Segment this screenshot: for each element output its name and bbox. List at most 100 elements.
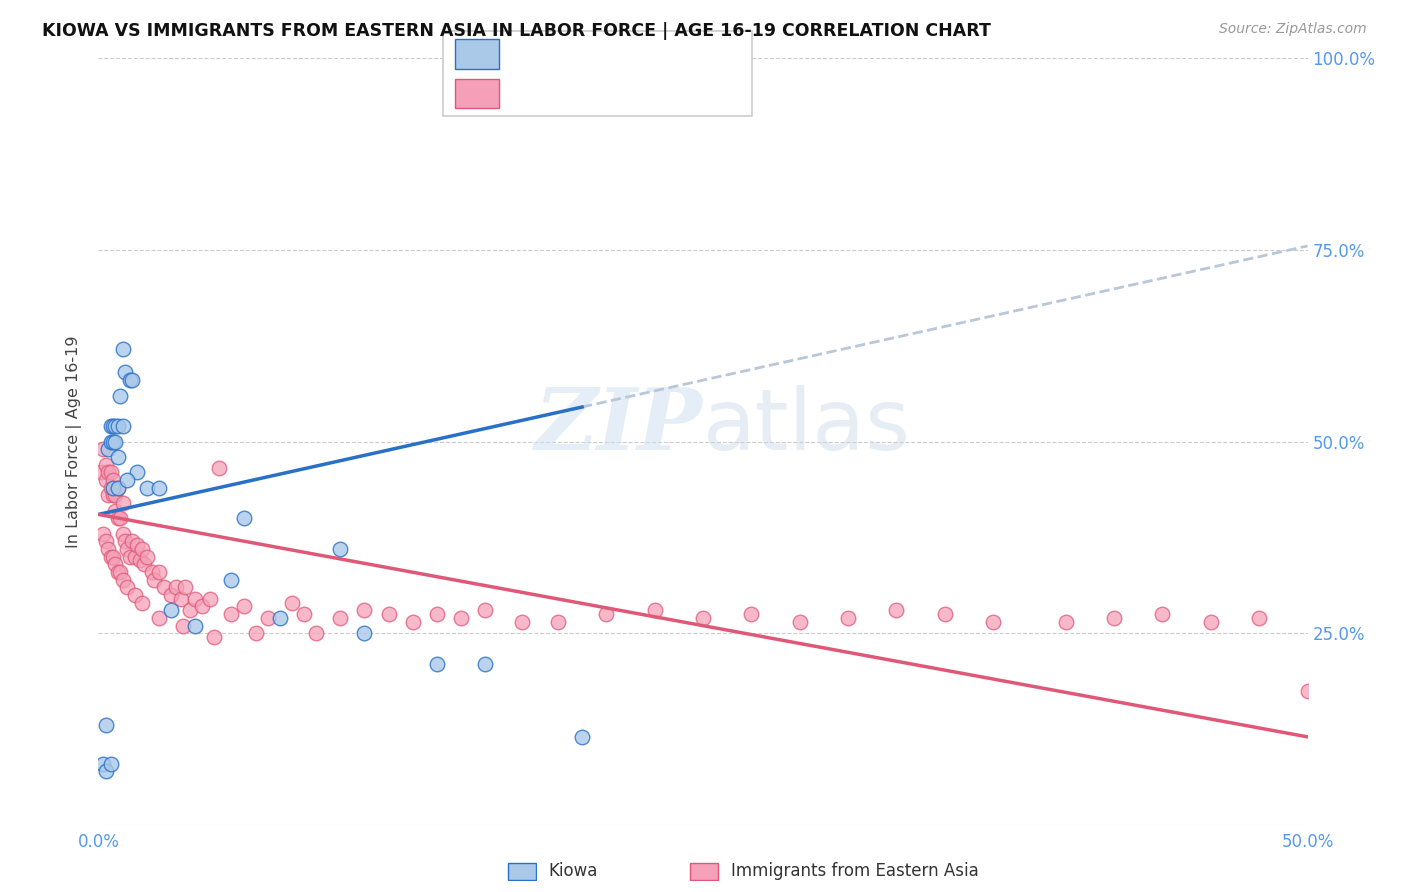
Point — [104, 434, 127, 449]
Point — [94, 764, 117, 779]
Point — [108, 565, 131, 579]
Point — [114, 366, 136, 380]
Point — [117, 541, 139, 556]
Point — [101, 488, 124, 502]
Point — [135, 549, 157, 564]
Point — [1249, 611, 1271, 625]
Point — [104, 503, 127, 517]
Point — [886, 603, 908, 617]
Point — [118, 549, 141, 564]
Point — [141, 565, 163, 579]
Point — [107, 481, 129, 495]
Point — [1152, 607, 1174, 621]
Point — [191, 599, 214, 614]
Point — [101, 473, 124, 487]
Point — [121, 534, 143, 549]
Point — [111, 419, 134, 434]
Point — [547, 615, 569, 629]
Point — [148, 481, 170, 495]
Text: ZIP: ZIP — [536, 384, 703, 468]
Point — [131, 541, 153, 556]
Point — [160, 603, 183, 617]
Point — [101, 481, 124, 495]
Point — [281, 596, 304, 610]
Point — [111, 496, 134, 510]
Point — [934, 607, 956, 621]
FancyBboxPatch shape — [443, 31, 752, 116]
Point — [148, 565, 170, 579]
Point — [160, 588, 183, 602]
Point — [981, 615, 1004, 629]
Point — [426, 607, 449, 621]
Point — [94, 718, 117, 732]
Text: KIOWA VS IMMIGRANTS FROM EASTERN ASIA IN LABOR FORCE | AGE 16-19 CORRELATION CHA: KIOWA VS IMMIGRANTS FROM EASTERN ASIA IN… — [42, 22, 991, 40]
Point — [353, 626, 375, 640]
Point — [208, 461, 231, 475]
Point — [474, 657, 496, 671]
Point — [510, 615, 533, 629]
Point — [232, 599, 254, 614]
Point — [107, 565, 129, 579]
Point — [91, 526, 114, 541]
Point — [135, 481, 157, 495]
Point — [426, 657, 449, 671]
Point — [97, 442, 120, 457]
Text: R = -0.691   N = 87: R = -0.691 N = 87 — [510, 85, 682, 103]
Point — [1054, 615, 1077, 629]
Point — [108, 388, 131, 402]
Point — [104, 419, 127, 434]
Point — [571, 730, 593, 744]
Point — [100, 481, 122, 495]
Point — [232, 511, 254, 525]
Point — [1199, 615, 1222, 629]
Point — [108, 511, 131, 525]
Text: atlas: atlas — [703, 384, 911, 467]
Point — [107, 450, 129, 464]
Point — [117, 473, 139, 487]
Point — [121, 373, 143, 387]
Point — [91, 442, 114, 457]
Point — [90, 465, 112, 479]
Point — [644, 603, 666, 617]
Point — [245, 626, 267, 640]
Point — [124, 588, 146, 602]
Point — [1296, 684, 1319, 698]
Point — [124, 549, 146, 564]
Point — [97, 465, 120, 479]
Point — [789, 615, 811, 629]
Point — [97, 488, 120, 502]
Point — [111, 343, 134, 357]
Point — [143, 573, 166, 587]
Point — [107, 481, 129, 495]
Point — [377, 607, 399, 621]
Point — [94, 458, 117, 472]
Text: R =  0.198   N = 35: R = 0.198 N = 35 — [510, 45, 681, 62]
Point — [450, 611, 472, 625]
Point — [91, 756, 114, 771]
Bar — [456, 78, 499, 108]
Point — [107, 419, 129, 434]
Point — [104, 558, 127, 572]
Point — [474, 603, 496, 617]
Point — [100, 465, 122, 479]
Point — [100, 419, 122, 434]
Point — [305, 626, 328, 640]
Point — [269, 611, 291, 625]
Point — [221, 573, 243, 587]
Point — [292, 607, 315, 621]
Point — [692, 611, 714, 625]
Bar — [456, 39, 499, 69]
Point — [179, 603, 201, 617]
Point — [148, 611, 170, 625]
Point — [837, 611, 859, 625]
Point — [402, 615, 425, 629]
Point — [134, 558, 156, 572]
Point — [198, 591, 221, 606]
Text: Kiowa: Kiowa — [548, 862, 598, 880]
Point — [204, 630, 226, 644]
Point — [256, 611, 278, 625]
Point — [1102, 611, 1125, 625]
Point — [165, 580, 187, 594]
Point — [740, 607, 762, 621]
Point — [100, 434, 122, 449]
